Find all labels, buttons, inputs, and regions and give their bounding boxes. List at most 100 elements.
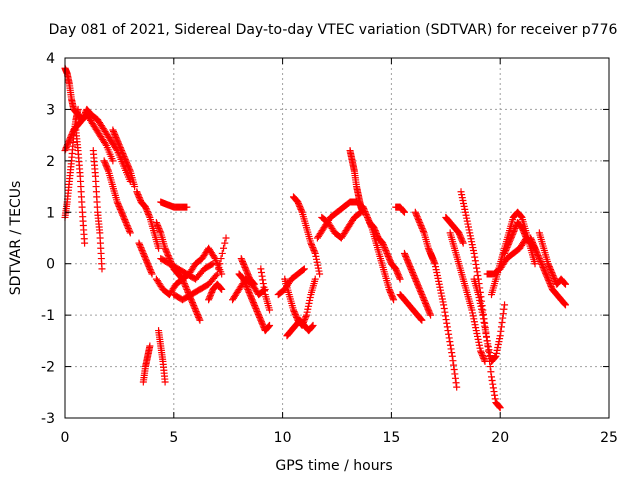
y-tick-label: 4 [46, 51, 55, 67]
data-point [445, 330, 453, 338]
data-point [386, 287, 394, 295]
data-point [138, 246, 146, 254]
data-point [455, 229, 463, 237]
data-point [121, 216, 129, 224]
data-point [257, 316, 265, 324]
data-point [302, 313, 310, 321]
data-point [408, 267, 416, 275]
data-point [471, 253, 479, 261]
data-point [123, 222, 131, 230]
data-point [297, 205, 305, 213]
data-point [256, 315, 264, 323]
data-point [478, 352, 486, 360]
data-point [303, 311, 311, 319]
data-point [294, 199, 302, 207]
data-point [411, 208, 419, 216]
data-point [509, 230, 517, 238]
data-point [480, 318, 488, 326]
data-point [424, 305, 432, 313]
data-point [453, 383, 461, 391]
data-point [259, 276, 267, 284]
data-point [412, 210, 420, 218]
data-point [499, 310, 507, 318]
data-point [183, 287, 191, 295]
data-point [140, 251, 148, 259]
data-point [161, 378, 169, 386]
data-point [472, 327, 480, 335]
y-tick-label: -1 [41, 308, 55, 324]
data-point [362, 209, 370, 217]
y-tick-label: -3 [41, 411, 55, 427]
y-tick-label: 2 [46, 154, 55, 170]
data-point [311, 248, 319, 256]
data-point [392, 266, 400, 274]
data-point [418, 224, 426, 232]
data-point [537, 258, 545, 266]
data-point [119, 150, 127, 158]
data-point [371, 225, 379, 233]
data-point [428, 254, 436, 262]
data-point [417, 289, 425, 297]
data-point [475, 294, 483, 302]
data-point [413, 279, 421, 287]
data-point [540, 265, 548, 273]
data-point [313, 258, 321, 266]
data-point [475, 341, 483, 349]
data-point [441, 308, 449, 316]
data-point [65, 138, 73, 146]
data-point [152, 219, 160, 227]
data-point [388, 291, 396, 299]
data-point [109, 157, 117, 165]
data-point [406, 263, 414, 271]
data-point [449, 357, 457, 365]
data-point [451, 374, 459, 382]
data-point [242, 266, 250, 274]
data-point [419, 294, 427, 302]
data-point [543, 272, 551, 280]
data-point [532, 247, 540, 255]
data-point [545, 277, 553, 285]
data-point [254, 310, 262, 318]
data-point [405, 261, 413, 269]
data-point [299, 266, 307, 274]
data-point [534, 252, 542, 260]
data-point [116, 142, 124, 150]
series-track-p [155, 327, 169, 386]
data-point [501, 249, 509, 257]
data-point [430, 257, 438, 265]
data-point [520, 228, 528, 236]
data-point [437, 289, 445, 297]
data-point [487, 368, 495, 376]
data-point [217, 255, 225, 263]
data-point [361, 208, 369, 216]
data-point [141, 254, 149, 262]
data-point [250, 300, 258, 308]
series-track-o [139, 342, 154, 386]
data-point [240, 260, 248, 268]
data-point [180, 280, 188, 288]
data-point [416, 220, 424, 228]
data-point [242, 265, 250, 273]
x-tick-label: 0 [61, 430, 70, 446]
data-point [395, 274, 403, 282]
data-point [295, 201, 303, 209]
series-track-y [289, 193, 324, 278]
series-track-j [157, 198, 191, 211]
data-point [113, 135, 121, 143]
data-point [142, 255, 150, 263]
data-point [136, 195, 144, 203]
data-point [103, 163, 111, 171]
data-point [419, 226, 427, 234]
data-point [414, 216, 422, 224]
data-point [246, 290, 254, 298]
data-point [437, 286, 445, 294]
data-point [540, 266, 548, 274]
data-point [121, 154, 129, 162]
data-point [394, 271, 402, 279]
data-point [239, 259, 247, 267]
data-point [164, 250, 172, 258]
data-point [502, 245, 510, 253]
data-point [183, 285, 191, 293]
data-point [145, 210, 153, 218]
data-point [538, 262, 546, 270]
